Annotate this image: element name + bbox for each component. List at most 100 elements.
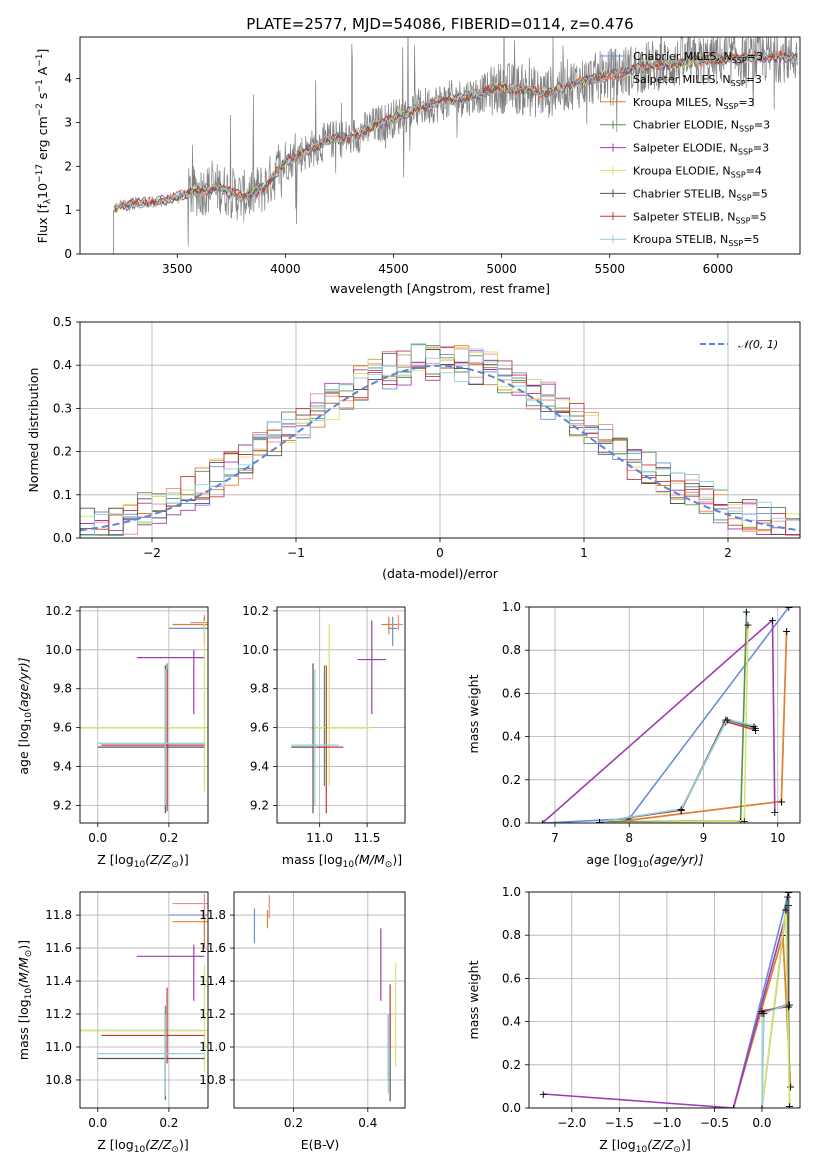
x-tick-label: 7 — [551, 831, 559, 845]
x-tick-label: −2 — [143, 546, 161, 560]
weight-line — [599, 718, 755, 823]
weight-age-y-label: mass weight — [466, 674, 481, 753]
y-tick-label: 10.2 — [242, 604, 269, 618]
weight-marker: + — [784, 1000, 793, 1013]
age-Z-x-label: Z [log10(Z/Z⊙)] — [97, 852, 188, 870]
x-tick-label: −2.0 — [557, 1116, 586, 1130]
x-tick-label: −0.5 — [700, 1116, 729, 1130]
residual-y-label: Normed distribution — [26, 368, 41, 493]
residual-histograms — [79, 343, 801, 538]
weight-marker: + — [677, 804, 686, 817]
weight-line — [543, 607, 790, 823]
panel-marks — [80, 614, 208, 814]
weight-marker: + — [749, 720, 758, 733]
x-tick-label: 5000 — [486, 262, 517, 276]
y-tick-label: 11.0 — [45, 1040, 72, 1054]
weight-line — [541, 618, 776, 823]
weight-line — [603, 624, 749, 823]
x-tick-label: 9 — [700, 831, 708, 845]
legend-entry: Kroupa ELODIE, NSSP=4 — [633, 165, 762, 180]
legend-entry: Salpeter MILES, NSSP=3 — [633, 73, 762, 88]
y-tick-label: 0.1 — [53, 488, 72, 502]
y-tick-label: 9.8 — [53, 682, 72, 696]
weight-marker: + — [757, 1007, 766, 1020]
x-tick-label: 1 — [580, 546, 588, 560]
weight-marker: + — [721, 713, 730, 726]
x-tick-label: 11.0 — [306, 831, 333, 845]
x-tick-label: 5500 — [594, 262, 625, 276]
weight-Z-x-label: Z [log10(Z/Z⊙)] — [599, 1137, 690, 1155]
age-Z-panel: 0.0 0.2 9.2 9.4 9.6 9.8 10.0 10.2 — [45, 604, 209, 845]
weight-Z-y-label: mass weight — [466, 960, 481, 1039]
weight-marker: + — [595, 816, 604, 829]
y-tick-label: 0.2 — [502, 1058, 521, 1072]
mass-EBV-panel: 0.2 0.4 10.8 11.0 11.2 11.4 11.6 11.8 — [199, 891, 406, 1130]
y-tick-label: 3 — [64, 115, 72, 129]
y-tick-label: 11.6 — [199, 941, 226, 955]
weight-marker: + — [736, 815, 745, 828]
y-tick-label: 0.2 — [502, 773, 521, 787]
y-tick-label: 0.6 — [502, 971, 521, 985]
weight-age-x-label: age [log10(age/yr)] — [586, 852, 703, 870]
weight-age-panel: + +++++++++ ++++++ +++++++++++++ +7 8 9 10 0.0 0.… — [502, 600, 801, 845]
y-tick-label: 9.2 — [53, 798, 72, 812]
weight-marker: + — [751, 722, 760, 735]
residual-y-ticks: 0.0 0.1 0.2 0.3 0.4 0.5 — [53, 315, 80, 545]
weight-marker: + — [783, 890, 792, 903]
weight-marker: + — [742, 605, 751, 618]
y-tick-label: 0 — [64, 247, 72, 261]
panel-marks: + +++++++++ ++++++ +++++++++++++ + — [538, 605, 793, 830]
residual-histogram — [79, 349, 801, 538]
x-tick-label: 0.4 — [358, 1116, 377, 1130]
residual-x-label: (data-model)/error — [382, 566, 499, 581]
spectrum-x-ticks: 3500 4000 4500 5000 5500 6000 — [162, 254, 733, 276]
spectrum-y-ticks: 0 1 2 3 4 — [64, 72, 80, 261]
weight-marker: + — [723, 713, 732, 726]
y-tick-label: 0.2 — [53, 445, 72, 459]
spectrum-frame — [79, 36, 801, 255]
weight-marker: + — [595, 816, 604, 829]
y-tick-label: 2 — [64, 159, 72, 173]
spectrum-legend: Chabrier MILES, NSSP=3 Salpeter MILES, NS… — [600, 50, 770, 248]
y-tick-label: 11.4 — [199, 974, 226, 988]
weight-marker: + — [740, 815, 749, 828]
weight-marker: + — [785, 998, 794, 1011]
weight-marker: + — [539, 817, 548, 830]
weight-marker: + — [539, 1088, 548, 1101]
spectrum-x-label: wavelength [Angstrom, rest frame] — [330, 281, 550, 296]
x-tick-label: 0.2 — [159, 831, 178, 845]
panel-frame — [528, 891, 801, 1109]
x-tick-label: 0.2 — [159, 1116, 178, 1130]
age-mass-panel: 11.0 11.5 9.2 9.4 9.6 9.8 10.0 10.2 — [242, 604, 406, 845]
y-tick-label: 0.0 — [502, 1101, 521, 1115]
weight-marker: + — [757, 1005, 766, 1018]
panel-marks — [291, 614, 404, 814]
residual-x-ticks: −2 −1 0 1 2 — [143, 538, 732, 560]
y-tick-label: 9.4 — [53, 760, 72, 774]
x-tick-label: 0 — [436, 546, 444, 560]
legend-entry: Kroupa STELIB, NSSP=5 — [633, 233, 759, 248]
age-Z-y-label: age [log10(age/yr)] — [16, 657, 34, 774]
mass-Z-panel: 0.0 0.2 10.8 11.0 11.2 11.4 11.6 11.8 — [45, 891, 209, 1130]
y-tick-label: 0.8 — [502, 928, 521, 942]
spectrum-y-label: Flux [fλ10−17 erg cm−2 s−1 A−1] — [35, 49, 53, 244]
y-tick-label: 11.2 — [45, 1007, 72, 1021]
y-tick-label: 10.8 — [45, 1073, 72, 1087]
mass-Z-x-label: Z [log10(Z/Z⊙)] — [97, 1137, 188, 1155]
weight-marker: + — [785, 1100, 794, 1113]
weight-marker: + — [786, 1080, 795, 1093]
legend-entry: Kroupa MILES, NSSP=3 — [633, 96, 755, 111]
y-tick-label: 0.4 — [502, 1015, 521, 1029]
weight-marker: + — [782, 625, 791, 638]
x-tick-label: 3500 — [162, 262, 193, 276]
y-tick-label: 9.6 — [250, 721, 269, 735]
spectrum-title: PLATE=2577, MJD=54086, FIBERID=0114, z=0… — [246, 15, 633, 33]
y-tick-label: 9.6 — [53, 721, 72, 735]
x-tick-label: 4500 — [378, 262, 409, 276]
mass-Z-y-label: mass [log10(M/M⊙)] — [16, 940, 34, 1060]
gauss-curve — [79, 364, 801, 532]
y-tick-label: 11.8 — [45, 908, 72, 922]
weight-Z-panel: +++++++++++++++++++++ ++++−2.0 −1.5 −1.0 −0.… — [502, 885, 801, 1130]
legend-entry: Chabrier STELIB, NSSP=5 — [633, 187, 768, 202]
